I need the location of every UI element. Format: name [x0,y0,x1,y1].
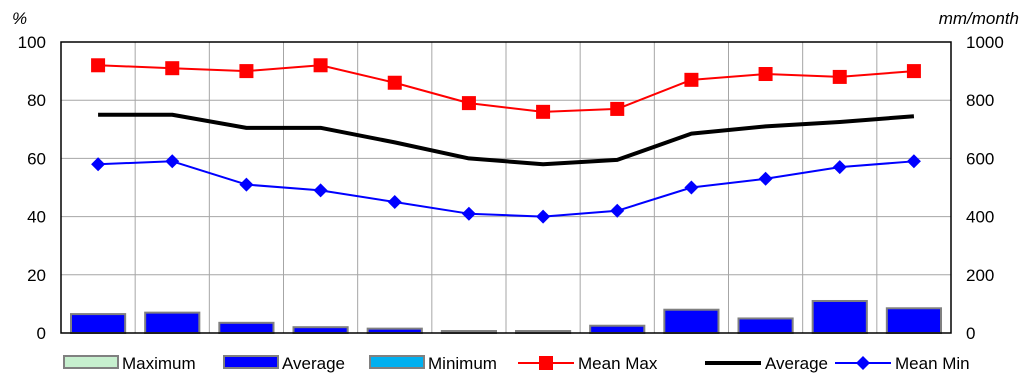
point-marker [313,183,328,198]
bar-average [589,324,646,335]
point-marker [832,160,847,175]
point-marker [832,69,847,84]
legend-entry: Maximum [63,354,196,373]
legend-swatch [369,355,425,369]
left-tick-label: 100 [18,33,46,52]
line-average [98,112,915,167]
legend-label: Mean Min [895,354,970,373]
bar-series [70,299,942,335]
point-marker [461,206,476,221]
legend-label: Average [765,354,828,373]
bar-average [218,321,275,335]
bar-average [70,313,127,334]
point-marker [91,58,106,73]
point-marker [906,154,921,169]
legend-entry: Minimum [369,354,497,373]
legend-label: Mean Max [578,354,658,373]
line-series [91,58,921,224]
right-tick-label: 800 [966,91,994,110]
legend-swatch [223,355,279,369]
plot-border [60,41,952,334]
point-marker [906,64,921,79]
right-tick-label: 600 [966,149,994,168]
bar-average [737,317,794,335]
point-marker [387,75,402,90]
point-marker [165,61,180,76]
point-marker [536,209,551,224]
legend: Maximum Average Minimum Mean Max Average Mean… [63,354,970,373]
grid-lines [61,42,951,333]
point-marker [239,64,254,79]
line-mean-max [98,64,914,113]
line-mean-min [98,160,914,218]
point-marker [758,171,773,186]
point-marker [610,101,625,116]
point-marker [610,203,625,218]
legend-label: Minimum [428,354,497,373]
left-axis-ticks: 0 20 40 60 80 100 [18,33,46,343]
left-tick-label: 80 [27,91,46,110]
point-marker [91,157,106,172]
legend-marker [539,356,553,370]
point-marker [536,104,551,119]
bar-average [885,307,942,335]
left-tick-label: 20 [27,266,46,285]
left-axis-label: % [12,9,27,28]
legend-entry: Average [223,354,345,373]
legend-marker [856,356,870,370]
point-marker [313,58,328,73]
left-tick-label: 40 [27,208,46,227]
point-marker [461,96,476,111]
right-axis-label: mm/month [939,9,1019,28]
point-marker [684,72,699,87]
point-marker [684,180,699,195]
bar-average [811,299,868,334]
legend-entry: Mean Min [835,354,970,373]
point-marker [239,177,254,192]
right-tick-label: 200 [966,266,994,285]
legend-label: Average [282,354,345,373]
right-axis-ticks: 0 200 400 600 800 1000 [966,33,1004,343]
left-tick-label: 0 [37,324,46,343]
legend-label: Maximum [122,354,196,373]
point-marker [758,67,773,82]
legend-entry: Average [705,354,828,373]
point-marker [387,195,402,210]
right-tick-label: 0 [966,324,975,343]
bar-average [663,308,720,335]
right-tick-label: 400 [966,208,994,227]
point-marker [165,154,180,169]
bar-average [292,326,349,334]
legend-entry: Mean Max [518,354,658,373]
bar-average [144,311,201,335]
left-tick-label: 60 [27,149,46,168]
right-tick-label: 1000 [966,33,1004,52]
legend-swatch [63,355,119,369]
